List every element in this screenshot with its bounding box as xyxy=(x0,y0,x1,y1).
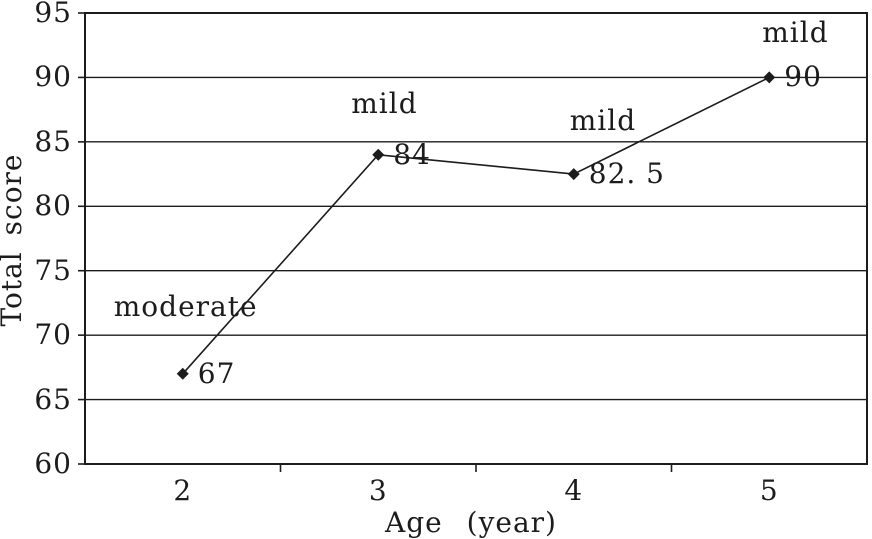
severity-annotation: mild xyxy=(351,86,418,120)
data-point-marker xyxy=(763,71,776,84)
x-tick-label: 3 xyxy=(368,474,388,507)
y-tick-label: 80 xyxy=(34,189,72,223)
series-line xyxy=(182,76,770,375)
data-point-label: 82. 5 xyxy=(588,157,665,191)
data-point-label: 90 xyxy=(784,60,822,94)
y-tick-label: 65 xyxy=(34,382,72,416)
y-tick-label: 70 xyxy=(34,318,72,352)
data-point-marker xyxy=(176,367,189,380)
data-point-label: 84 xyxy=(393,137,431,171)
y-tick-label: 90 xyxy=(34,60,72,94)
y-tick-label: 60 xyxy=(34,447,72,480)
y-tick-label: 75 xyxy=(34,253,72,287)
x-axis-title: Age (year) xyxy=(385,506,557,539)
data-point-label: 67 xyxy=(197,356,236,390)
severity-annotation: moderate xyxy=(113,289,258,323)
y-axis-title: Total score xyxy=(0,153,28,327)
data-point-marker xyxy=(372,148,385,161)
y-tick-label: 95 xyxy=(34,0,72,29)
severity-annotation: mild xyxy=(762,16,829,50)
data-point-marker xyxy=(567,168,580,181)
severity-annotation: mild xyxy=(569,104,637,138)
x-tick-label: 2 xyxy=(173,474,193,507)
plot-border xyxy=(84,12,868,465)
y-tick-label: 85 xyxy=(34,124,72,158)
x-tick-label: 5 xyxy=(759,474,779,507)
x-tick-label: 4 xyxy=(564,474,584,507)
